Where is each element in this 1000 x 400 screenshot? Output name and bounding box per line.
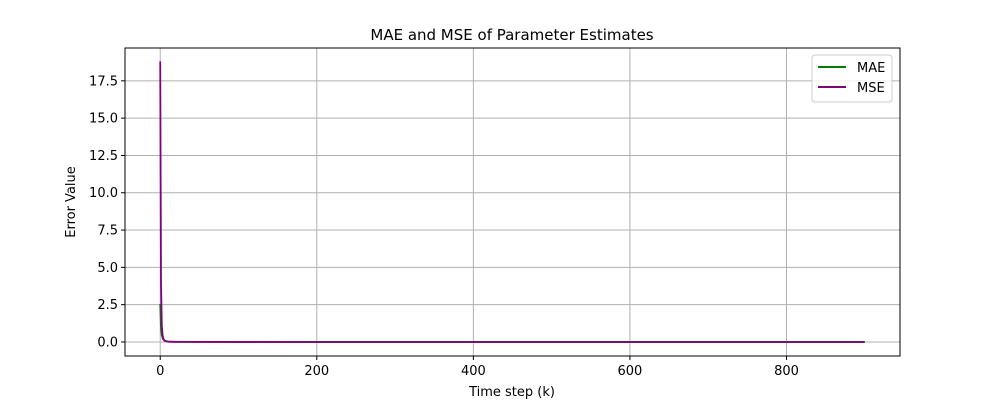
x-tick-label: 600 <box>618 364 643 379</box>
y-tick-label: 5.0 <box>97 261 118 276</box>
x-tick-label: 200 <box>304 364 329 379</box>
x-tick-label: 800 <box>774 364 799 379</box>
y-tick-label: 10.0 <box>89 186 118 201</box>
plot-frame <box>124 47 901 357</box>
legend-label-mse: MSE <box>857 81 885 96</box>
series-line-mse <box>159 61 865 343</box>
y-tick-label: 7.5 <box>97 224 118 239</box>
series-layer <box>159 61 865 343</box>
x-axis-label: Time step (k) <box>468 385 555 400</box>
x-tick-label: 400 <box>461 364 486 379</box>
x-tick-label: 0 <box>156 364 164 379</box>
y-tick-label: 2.5 <box>97 298 118 313</box>
legend: MAE MSE <box>811 54 893 103</box>
chart-title: MAE and MSE of Parameter Estimates <box>370 26 653 44</box>
y-tick-label: 17.5 <box>89 74 118 89</box>
y-axis-label: Error Value <box>64 166 79 238</box>
grid-layer <box>125 48 900 356</box>
y-tick-label: 12.5 <box>89 149 118 164</box>
y-tick-label: 0.0 <box>97 335 118 350</box>
legend-label-mae: MAE <box>857 61 885 76</box>
y-tick-label: 15.0 <box>89 112 118 127</box>
x-axis-ticks: 0 200 400 600 800 <box>156 356 799 379</box>
y-axis-ticks: 0.0 2.5 5.0 7.5 10.0 12.5 15.0 17.5 <box>89 74 125 350</box>
